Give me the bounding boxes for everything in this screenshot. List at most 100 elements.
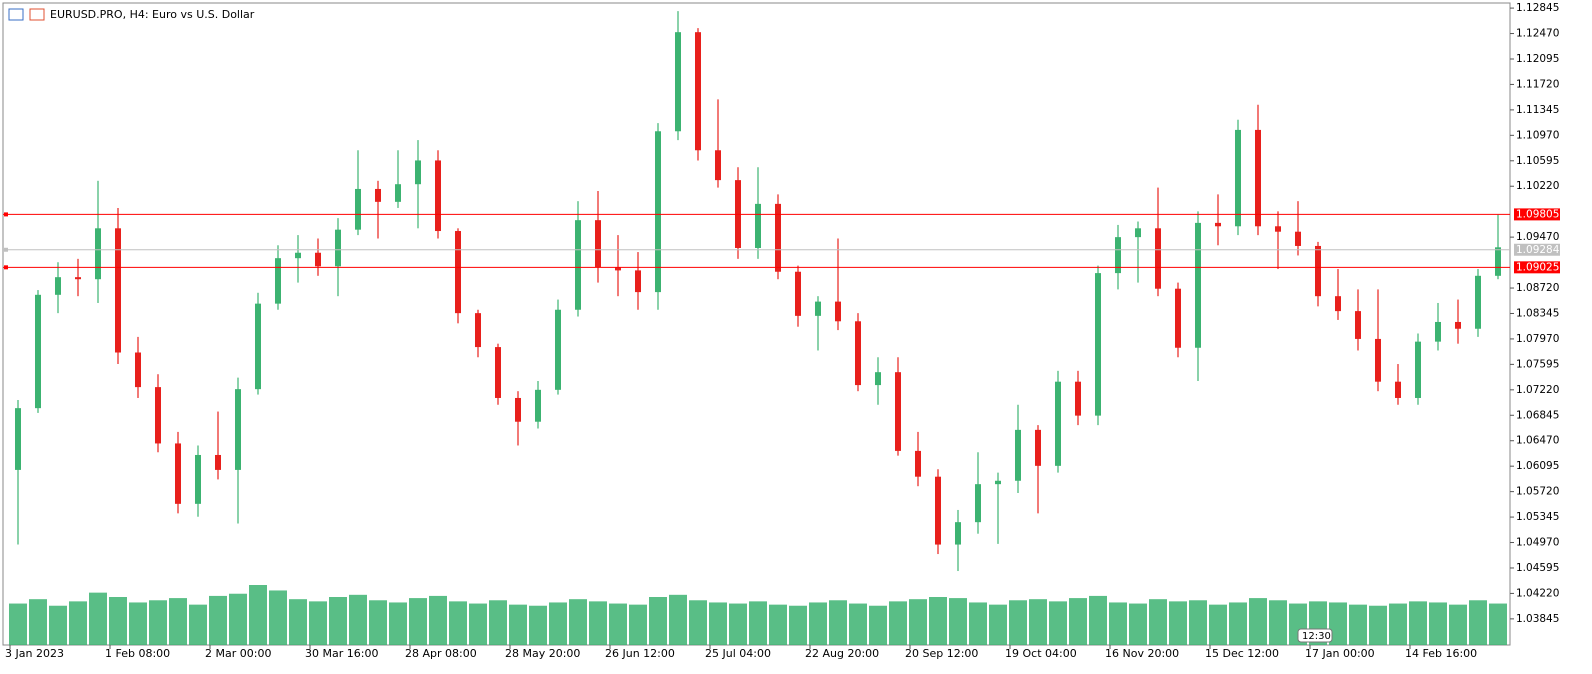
candle-body xyxy=(1115,237,1121,274)
time-marker: 12:30 xyxy=(1302,631,1331,642)
x-tick-label: 17 Jan 00:00 xyxy=(1305,647,1375,660)
candle-body xyxy=(615,266,621,271)
volume-bar xyxy=(1429,602,1447,645)
candle-body xyxy=(495,347,501,398)
y-tick-label: 1.12845 xyxy=(1516,2,1559,14)
candle-body xyxy=(135,352,141,388)
volume-bar xyxy=(409,598,427,645)
price-label: 1.09284 xyxy=(1516,244,1560,256)
volume-bar xyxy=(209,595,227,645)
y-tick-label: 1.06095 xyxy=(1516,460,1559,472)
volume-bar xyxy=(1449,604,1467,645)
volume-bar xyxy=(989,604,1007,645)
volume-bar xyxy=(969,602,987,645)
volume-bar xyxy=(1269,600,1287,645)
candle-body xyxy=(555,309,561,390)
candle-body xyxy=(515,397,521,422)
volume-bar xyxy=(169,598,187,645)
candle-body xyxy=(195,454,201,504)
volume-bar xyxy=(1209,604,1227,645)
volume-bar xyxy=(629,604,647,645)
volume-bar xyxy=(1129,603,1147,645)
candle-body xyxy=(115,228,121,353)
candle-body xyxy=(1275,226,1281,232)
candle-body xyxy=(395,184,401,202)
y-tick-label: 1.08720 xyxy=(1516,282,1559,294)
x-tick-label: 1 Feb 08:00 xyxy=(105,647,170,660)
candle-body xyxy=(1295,231,1301,246)
volume-bar xyxy=(709,602,727,645)
price-line-handle xyxy=(4,247,8,252)
volume-bar xyxy=(489,600,507,645)
volume-bar xyxy=(1489,603,1507,645)
volume-bar xyxy=(469,603,487,645)
y-tick-label: 1.03845 xyxy=(1516,613,1559,625)
candle-body xyxy=(655,131,661,293)
candle-body xyxy=(1355,311,1361,339)
x-tick-label: 15 Dec 12:00 xyxy=(1205,647,1279,660)
volume-bar xyxy=(929,597,947,645)
candle-body xyxy=(1455,321,1461,329)
candle-body xyxy=(1315,245,1321,297)
volume-bar xyxy=(1069,598,1087,645)
candle-body xyxy=(815,301,821,316)
volume-bar xyxy=(109,597,127,645)
icon xyxy=(8,8,24,21)
candle-body xyxy=(715,150,721,181)
volume-bar xyxy=(289,599,307,645)
icon xyxy=(29,8,45,21)
y-tick-label: 1.05720 xyxy=(1516,486,1559,498)
volume-bar xyxy=(649,597,667,645)
y-tick-label: 1.04595 xyxy=(1516,562,1559,574)
x-tick-label: 28 May 20:00 xyxy=(505,647,580,660)
volume-bar xyxy=(749,601,767,645)
candle-body xyxy=(1015,429,1021,481)
candle-body xyxy=(435,160,441,232)
candle-body xyxy=(1035,429,1041,466)
volume-bar xyxy=(589,601,607,645)
price-label: 1.09025 xyxy=(1516,261,1559,273)
volume-bar xyxy=(769,604,787,645)
volume-bar xyxy=(509,604,527,645)
volume-bar xyxy=(309,601,327,645)
volume-bar xyxy=(1389,603,1407,645)
volume-bar xyxy=(909,599,927,645)
volume-bar xyxy=(149,600,167,645)
candle-body xyxy=(875,372,881,386)
volume-bar xyxy=(1029,599,1047,645)
candle-body xyxy=(1135,228,1141,238)
x-tick-label: 3 Jan 2023 xyxy=(5,647,64,660)
candle-body xyxy=(635,270,641,293)
price-label-box xyxy=(1514,261,1560,274)
candle-body xyxy=(1395,381,1401,398)
volume-bar xyxy=(449,601,467,645)
candle-body xyxy=(595,220,601,267)
y-tick-label: 1.08345 xyxy=(1516,307,1559,319)
volume-bar xyxy=(1149,599,1167,645)
x-tick-label: 22 Aug 20:00 xyxy=(805,647,879,660)
y-tick-label: 1.09470 xyxy=(1516,231,1559,243)
volume-bar xyxy=(1049,601,1067,645)
volume-bar xyxy=(9,603,27,645)
candle-body xyxy=(1155,228,1161,289)
candle-body xyxy=(1235,129,1241,227)
x-tick-label: 20 Sep 12:00 xyxy=(905,647,978,660)
y-tick-label: 1.06845 xyxy=(1516,409,1559,421)
candle-body xyxy=(1475,275,1481,329)
volume-bar xyxy=(349,594,367,645)
volume-bar xyxy=(849,603,867,645)
volume-bar xyxy=(809,602,827,645)
volume-bar xyxy=(889,601,907,645)
candle-body xyxy=(475,313,481,348)
candle-body xyxy=(695,32,701,151)
candle-body xyxy=(1435,321,1441,342)
volume-bar xyxy=(949,598,967,645)
volume-bar xyxy=(569,599,587,645)
x-tick-label: 30 Mar 16:00 xyxy=(305,647,378,660)
candle-body xyxy=(755,203,761,248)
candle-body xyxy=(1095,273,1101,416)
candle-body xyxy=(95,228,101,280)
candle-body xyxy=(355,188,361,230)
candle-body xyxy=(835,301,841,322)
candle-body xyxy=(255,303,261,390)
